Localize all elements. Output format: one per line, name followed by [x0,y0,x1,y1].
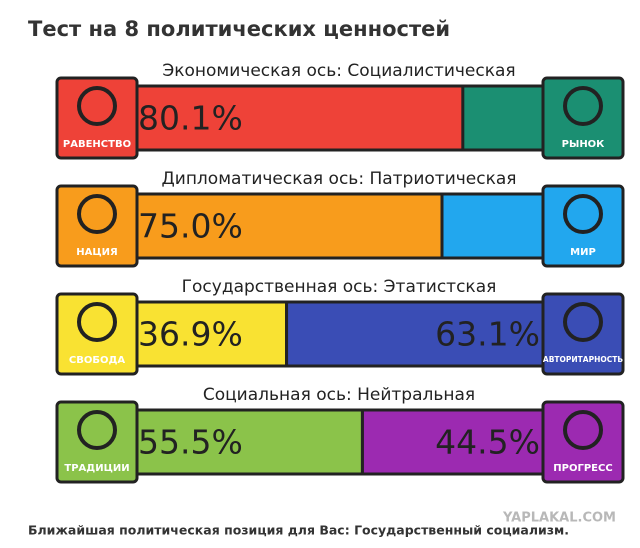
right-icon-label: ПРОГРЕСС [553,463,612,474]
left-icon-label: НАЦИЯ [76,247,117,258]
right-value-label: 44.5% [435,423,540,462]
left-icon-symbol [77,194,117,234]
axis-title: Дипломатическая ось: Патриотическая [161,169,516,189]
right-icon-symbol [563,194,603,234]
left-icon [55,400,139,484]
right-bar [285,300,546,368]
right-icon [541,76,625,160]
right-icon-symbol [563,86,603,126]
left-icon-symbol [77,86,117,126]
right-icon [541,400,625,484]
left-icon [55,292,139,376]
left-icon-symbol [77,302,117,342]
left-value-label: 80.1% [138,99,243,138]
left-value-label: 36.9% [138,315,243,354]
axis-title: Государственная ось: Этатистская [182,277,497,297]
left-icon-label: ТРАДИЦИИ [64,463,129,474]
right-icon-label: АВТОРИТАРНОСТЬ [543,355,623,364]
right-icon-symbol [563,410,603,450]
left-icon [55,76,139,160]
footer: Ближайшая политическая позиция для Вас: … [28,523,569,538]
title: Тест на 8 политических ценностей [28,17,450,41]
left-bar [134,408,364,476]
left-value-label: 55.5% [138,423,243,462]
right-icon [541,184,625,268]
left-icon-symbol [77,410,117,450]
left-icon-label: СВОБОДА [69,355,125,366]
axis-title: Социальная ось: Нейтральная [203,385,475,405]
right-icon [541,292,625,376]
right-icon-label: РЫНОК [562,139,606,150]
watermark: YAPLAKAL.COM [502,511,616,526]
left-icon [55,184,139,268]
left-bar [134,192,444,260]
left-icon-label: РАВЕНСТВО [63,139,131,150]
right-icon-symbol [563,302,603,342]
left-value-label: 75.0% [138,207,243,246]
right-icon-label: МИР [570,247,596,258]
right-value-label: 63.1% [435,315,540,354]
left-bar [134,300,289,368]
left-bar [134,84,465,152]
axis-title: Экономическая ось: Социалистическая [162,61,515,81]
